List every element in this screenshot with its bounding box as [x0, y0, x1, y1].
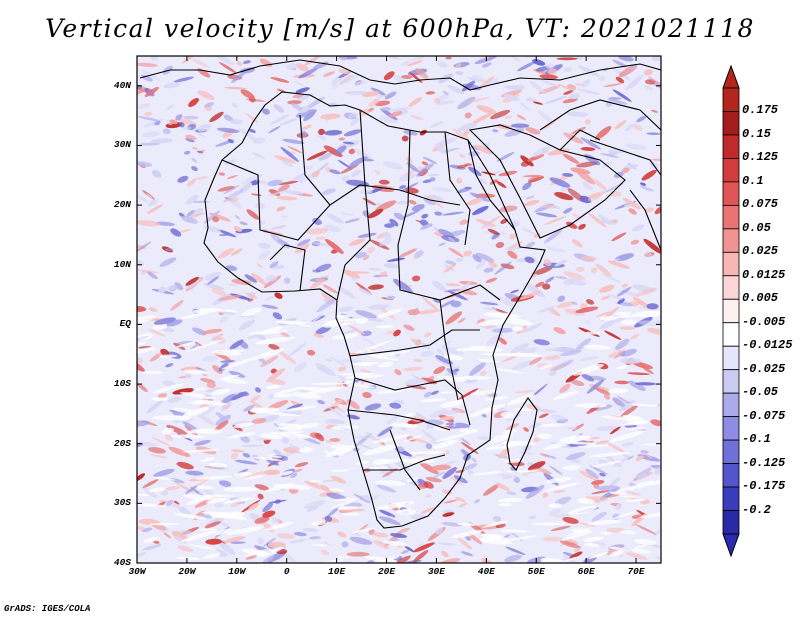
grads-credit: GrADS: IGES/COLA: [4, 604, 91, 614]
colorbar-swatch: [722, 369, 740, 394]
lat-tick-label: 30S: [113, 497, 131, 509]
colorbar-swatch: [722, 298, 740, 324]
colorbar-max-arrow: [722, 64, 740, 89]
colorbar-level-label: -0.05: [742, 385, 779, 400]
colorbar-level-label: -0.175: [742, 479, 786, 494]
colorbar-swatch: [722, 228, 740, 253]
colorbar-swatch: [722, 87, 740, 112]
lon-tick-label: 40E: [477, 566, 495, 577]
coastlines: [139, 59, 661, 529]
colorbar-swatch: [722, 111, 740, 136]
colorbar-swatch: [722, 510, 740, 535]
colorbar-level-label: -0.025: [742, 361, 786, 376]
lon-tick-label: 70E: [627, 566, 645, 577]
colorbar-level-label: 0.025: [742, 244, 779, 259]
colorbar-swatch: [722, 181, 740, 206]
colorbar-level-label: -0.0125: [742, 338, 793, 353]
colorbar-swatch: [722, 275, 740, 300]
colorbar-level-label: 0.005: [742, 291, 779, 306]
lon-tick-label: 10E: [328, 566, 346, 577]
map-title: Vertical velocity [m/s] at 600hPa, VT: 2…: [45, 14, 755, 43]
colorbar: [722, 64, 740, 558]
lat-tick-label: 20S: [113, 437, 131, 449]
lon-tick-label: 60E: [577, 566, 595, 577]
lat-tick-label: EQ: [119, 318, 131, 330]
colorbar-level-label: 0.125: [742, 150, 779, 165]
colorbar-level-label: -0.1: [742, 432, 771, 447]
colorbar-level-label: -0.2: [742, 502, 771, 517]
colorbar-swatch: [722, 345, 740, 371]
colorbar-swatch: [722, 486, 740, 511]
colorbar-level-label: 0.0125: [742, 267, 786, 282]
lat-tick-label: 20N: [113, 199, 131, 211]
colorbar-swatch: [722, 416, 740, 441]
colorbar-level-label: 0.175: [742, 103, 779, 118]
velocity-field: [137, 56, 661, 563]
colorbar-swatch: [722, 134, 740, 159]
colorbar-swatch: [722, 158, 740, 183]
lon-tick-label: 50E: [527, 566, 545, 577]
lon-tick-label: 20E: [377, 566, 396, 577]
lat-tick-label: 40N: [113, 79, 131, 91]
colorbar-level-label: 0.1: [742, 173, 764, 188]
colorbar-swatch: [722, 322, 740, 347]
lat-tick-label: 30N: [113, 139, 131, 151]
map-frame: [136, 55, 662, 564]
lat-tick-label: 10N: [113, 258, 131, 270]
colorbar-level-label: 0.05: [742, 220, 771, 235]
lon-tick-label: 30W: [128, 566, 146, 577]
colorbar-swatch: [722, 204, 740, 230]
colorbar-swatch: [722, 439, 740, 464]
lon-tick-label: 20W: [178, 566, 196, 577]
lon-tick-label: 30E: [427, 566, 445, 577]
colorbar-level-label: -0.075: [742, 408, 786, 423]
colorbar-swatch: [722, 251, 740, 277]
colorbar-level-label: -0.005: [742, 314, 786, 329]
colorbar-level-label: -0.125: [742, 455, 786, 470]
colorbar-swatch: [722, 463, 740, 488]
lon-tick-label: 10W: [228, 566, 246, 577]
colorbar-min-arrow: [722, 533, 740, 558]
lat-tick-label: 40S: [113, 557, 131, 568]
lat-tick-label: 10S: [113, 378, 131, 390]
colorbar-swatch: [722, 392, 740, 418]
lon-tick-label: 0: [283, 566, 290, 577]
colorbar-level-label: 0.15: [742, 126, 771, 141]
colorbar-level-label: 0.075: [742, 197, 779, 212]
